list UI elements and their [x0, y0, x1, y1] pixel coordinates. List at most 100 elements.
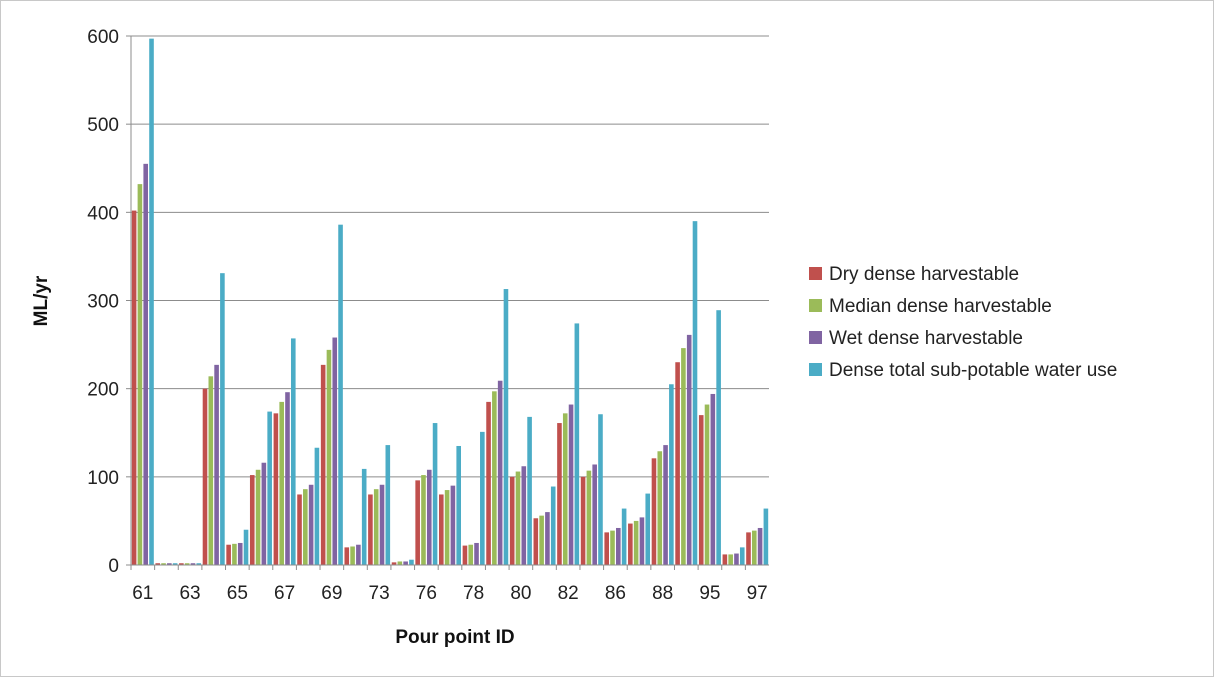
bar-61-series-4: [149, 38, 154, 565]
bar-74-series-2: [397, 561, 403, 565]
bar-82-series-3: [568, 404, 574, 565]
bar-63-series-1: [179, 563, 184, 565]
bar-79-series-3: [497, 380, 503, 565]
y-tick-label-100: 100: [87, 468, 119, 489]
bar-66-series-3: [261, 462, 267, 565]
bar-73-series-2: [373, 489, 379, 565]
bar-62-series-3: [167, 563, 172, 565]
x-tick-label-61: 61: [132, 583, 153, 604]
bar-81-series-3: [545, 512, 550, 565]
y-tick-label-600: 600: [87, 27, 119, 48]
y-tick-label-500: 500: [87, 115, 119, 136]
bar-80-series-1: [509, 476, 515, 565]
bar-88-series-4: [669, 384, 674, 565]
bar-86-series-3: [616, 527, 621, 565]
bar-79-series-4: [503, 289, 509, 565]
x-tick-label-88: 88: [652, 583, 673, 604]
x-axis-title: Pour point ID: [395, 627, 514, 648]
bar-76-series-4: [432, 423, 438, 565]
bar-67-series-1: [273, 413, 279, 565]
y-axis-title: ML/yr: [31, 275, 52, 326]
bar-68-series-3: [308, 484, 314, 565]
bar-86-series-2: [610, 530, 615, 565]
bar-89-series-2: [681, 348, 686, 565]
y-tick-labels: 0 100 200 300 400 500 600: [87, 27, 119, 577]
y-tick-label-400: 400: [87, 203, 119, 224]
bar-77-series-1: [439, 494, 444, 565]
bar-81-series-4: [550, 486, 556, 565]
legend-label-1: Dry dense harvestable: [829, 264, 1019, 285]
bar-77-series-2: [444, 490, 450, 565]
bar-97-series-4: [763, 508, 769, 565]
bar-70-series-2: [350, 546, 355, 565]
bars: [131, 38, 769, 565]
bar-66-series-4: [267, 411, 272, 565]
bar-62-series-1: [155, 563, 161, 565]
bar-78-series-4: [480, 431, 485, 565]
bar-74-series-4: [409, 559, 414, 565]
x-tick-label-76: 76: [416, 583, 437, 604]
legend-swatch-3: [809, 331, 822, 344]
bar-76-series-3: [426, 469, 432, 565]
bar-61-series-3: [143, 163, 149, 565]
bar-65-series-3: [237, 542, 243, 565]
bar-96-series-1: [722, 554, 728, 565]
bar-66-series-1: [249, 475, 255, 565]
x-tick-label-86: 86: [605, 583, 626, 604]
legend: Dry dense harvestable Median dense harves…: [809, 264, 1117, 381]
bar-61-series-1: [131, 210, 137, 565]
bar-87-series-4: [645, 493, 651, 565]
bar-82-series-1: [557, 423, 562, 565]
x-tick-label-78: 78: [463, 583, 484, 604]
bar-73-series-3: [379, 484, 385, 565]
x-tick-label-80: 80: [510, 583, 531, 604]
bar-80-series-3: [521, 466, 527, 565]
bar-70-series-4: [361, 468, 367, 565]
bar-64-series-3: [214, 364, 219, 565]
bar-87-series-2: [633, 520, 639, 565]
bar-64-series-1: [202, 388, 208, 565]
bar-82-series-4: [574, 323, 580, 565]
legend-label-3: Wet dense harvestable: [829, 328, 1023, 349]
bar-65-series-4: [243, 529, 249, 565]
bar-81-series-1: [533, 518, 539, 565]
bar-89-series-4: [692, 221, 698, 565]
bar-96-series-4: [739, 547, 745, 565]
bar-83-series-1: [580, 476, 586, 565]
bar-95-series-2: [704, 404, 710, 565]
bar-73-series-4: [385, 445, 391, 565]
x-tick-label-65: 65: [227, 583, 248, 604]
legend-label-2: Median dense harvestable: [829, 296, 1052, 317]
bar-87-series-3: [639, 517, 645, 565]
bar-95-series-4: [716, 310, 721, 565]
bar-78-series-1: [462, 545, 468, 565]
legend-label-4: Dense total sub-potable water use: [829, 360, 1117, 381]
bar-80-series-2: [515, 471, 521, 565]
bar-74-series-3: [403, 561, 408, 565]
bar-64-series-2: [208, 376, 214, 565]
bar-79-series-1: [486, 401, 491, 565]
bar-68-series-4: [314, 447, 320, 565]
bar-62-series-4: [172, 563, 178, 565]
bar-65-series-2: [232, 543, 237, 565]
bar-83-series-2: [586, 470, 592, 565]
bar-69-series-3: [332, 337, 338, 565]
y-tick-label-300: 300: [87, 292, 119, 313]
x-tick-label-69: 69: [321, 583, 342, 604]
y-tick-label-0: 0: [108, 556, 119, 577]
bar-79-series-2: [492, 391, 497, 565]
x-tick-label-95: 95: [699, 583, 720, 604]
bar-83-series-4: [598, 414, 603, 565]
bar-88-series-3: [663, 445, 668, 565]
bar-65-series-1: [226, 544, 231, 565]
bar-83-series-3: [592, 464, 597, 565]
bar-86-series-4: [621, 508, 627, 565]
x-tick-label-82: 82: [558, 583, 579, 604]
x-tick-labels: 61 63 65 67 69 73 76 78 80 82 86 88 95 97: [132, 583, 768, 604]
bar-82-series-2: [562, 413, 568, 565]
bar-61-series-2: [137, 184, 143, 565]
bar-67-series-4: [290, 338, 296, 565]
bar-89-series-1: [675, 362, 680, 565]
bar-68-series-1: [297, 494, 302, 565]
